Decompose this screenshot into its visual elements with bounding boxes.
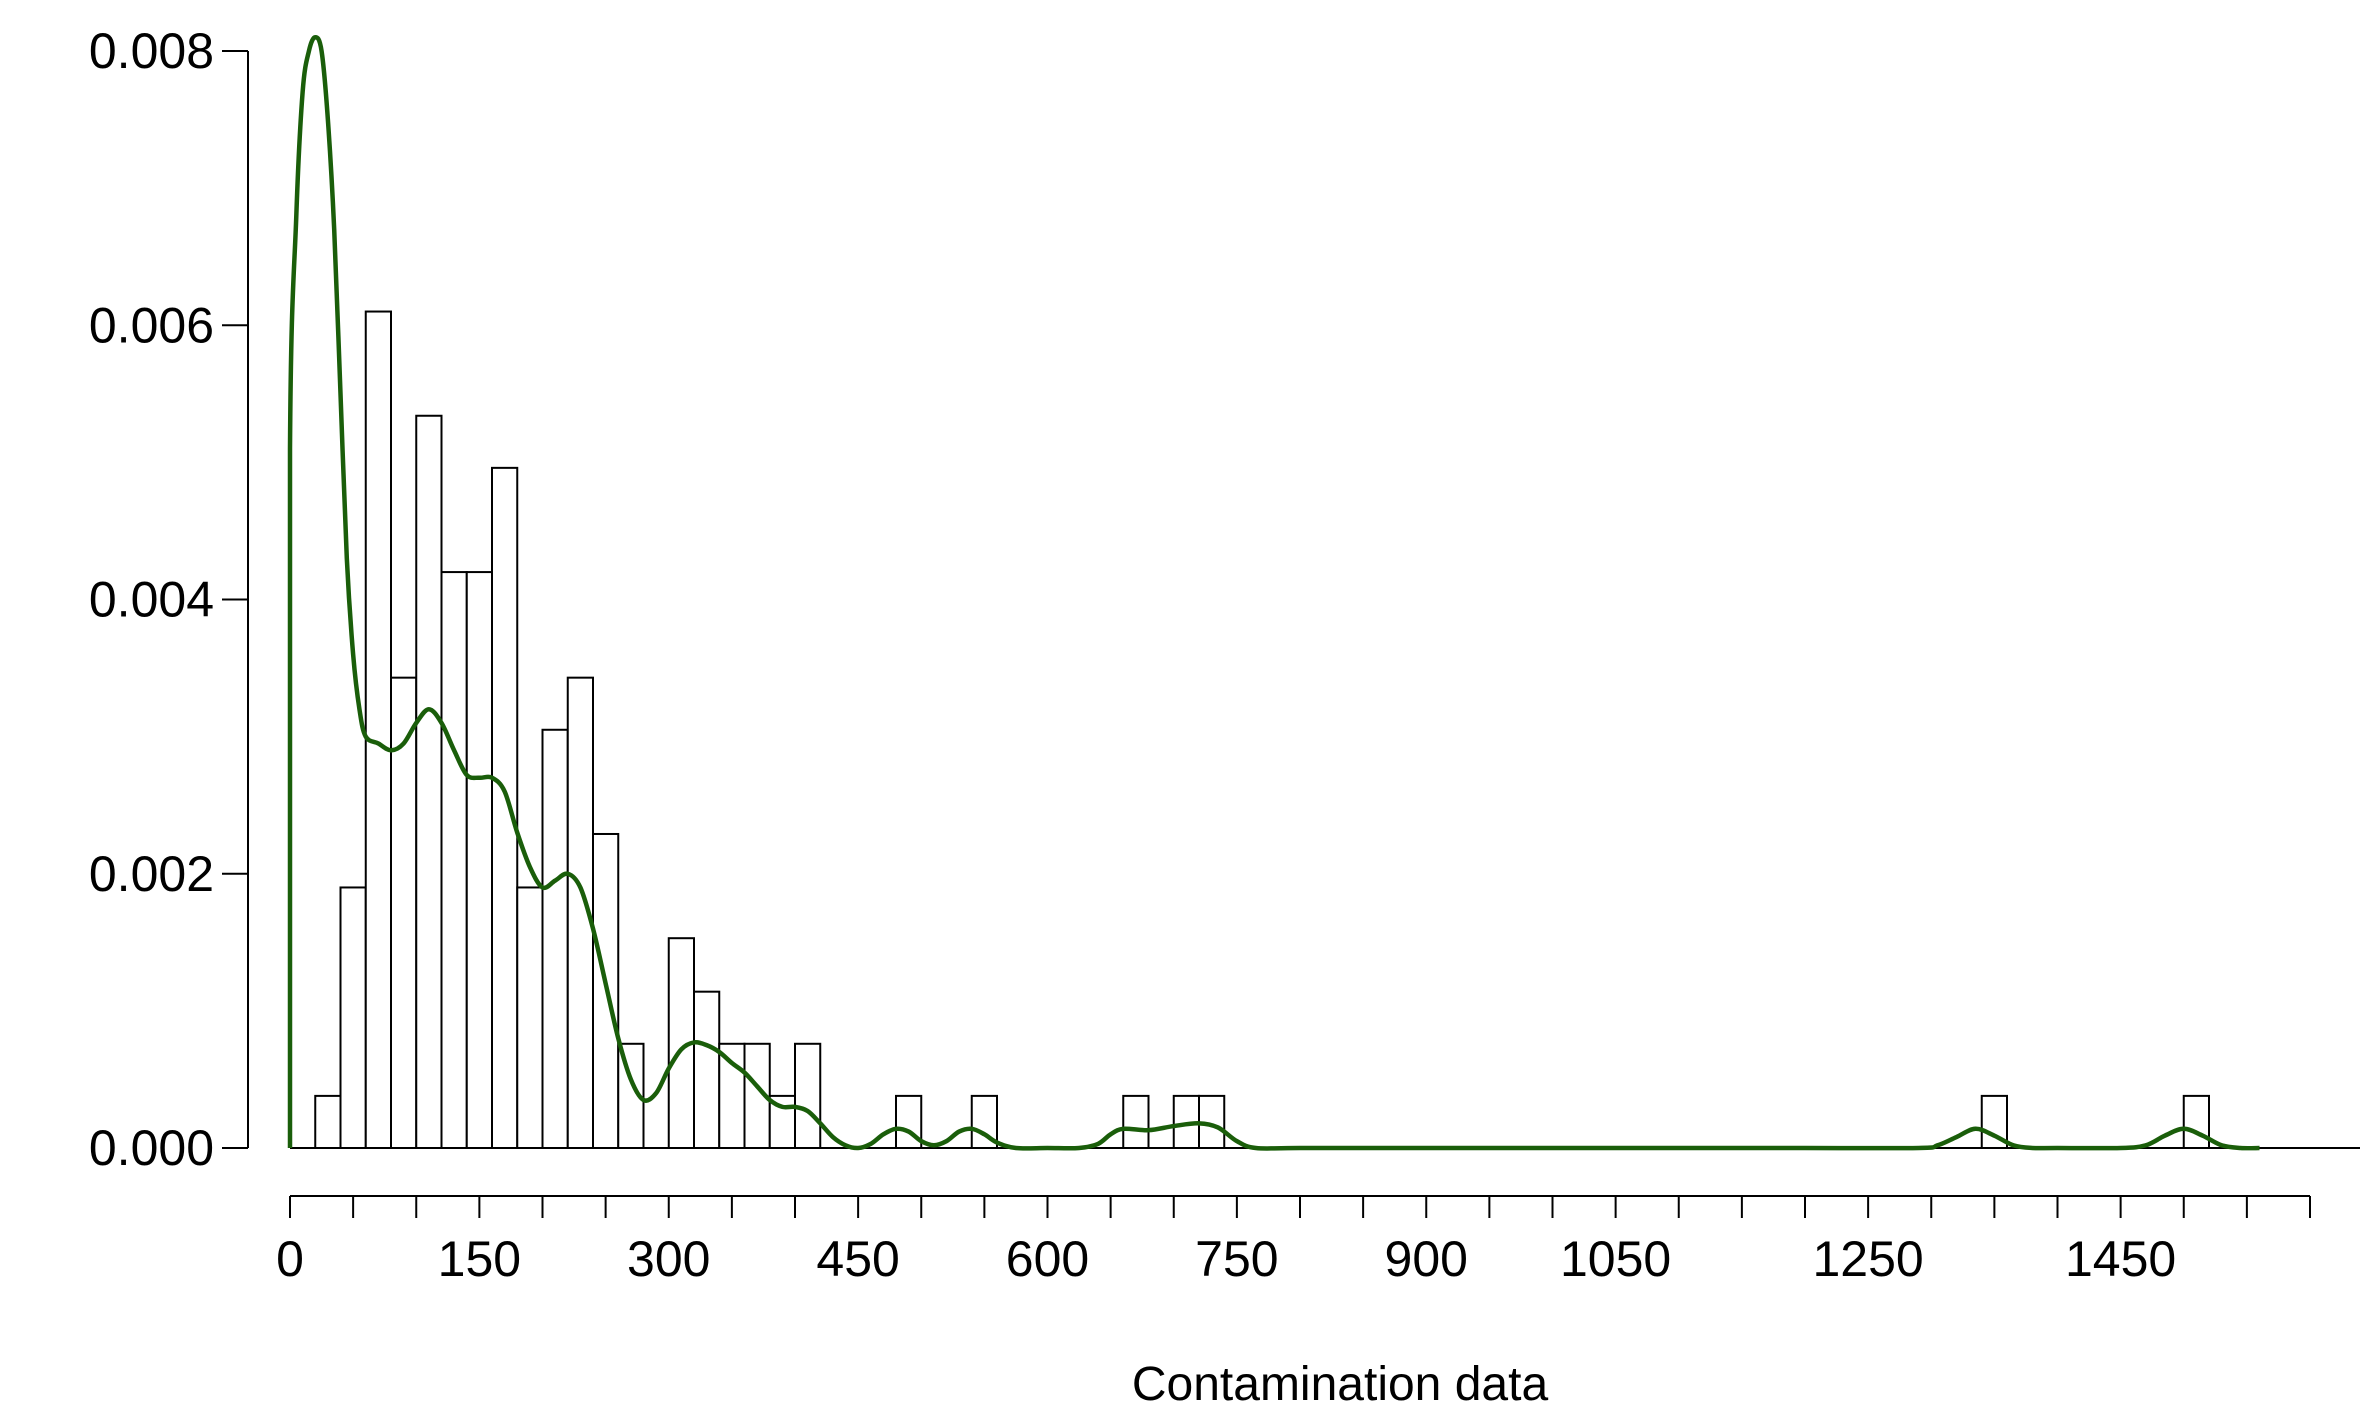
y-tick-label: 0.002 bbox=[89, 846, 214, 902]
x-tick-label: 1050 bbox=[1560, 1231, 1671, 1287]
histogram-bar bbox=[314, 1094, 342, 1149]
y-tick-label: 0.008 bbox=[89, 23, 214, 79]
histogram-bar bbox=[491, 466, 519, 1149]
density-curve bbox=[287, 35, 2260, 1151]
histogram-bar bbox=[415, 414, 443, 1149]
x-tick-label: 150 bbox=[438, 1231, 521, 1287]
x-tick-label: 450 bbox=[816, 1231, 899, 1287]
histogram-bar bbox=[465, 571, 493, 1149]
histogram-bar bbox=[440, 571, 468, 1149]
x-tick-label: 900 bbox=[1385, 1231, 1468, 1287]
y-axis: 0.000 0.002 0.004 0.006 0.008 bbox=[89, 23, 249, 1176]
y-tick-label: 0.000 bbox=[89, 1120, 214, 1176]
histogram-bar bbox=[1122, 1094, 1150, 1149]
histogram-bar bbox=[693, 990, 721, 1149]
density-curve-group bbox=[287, 35, 2260, 1151]
histogram-bar bbox=[667, 937, 695, 1149]
x-axis: 0 150 300 450 600 750 900 1050 1250 1450 bbox=[276, 1195, 2311, 1287]
histogram-bar bbox=[516, 886, 544, 1150]
x-tick-label: 1250 bbox=[1813, 1231, 1924, 1287]
x-tick-label: 1450 bbox=[2065, 1231, 2176, 1287]
histogram-bar bbox=[339, 886, 367, 1150]
y-tick-label: 0.004 bbox=[89, 572, 214, 628]
histogram-bar bbox=[364, 310, 392, 1150]
histogram-bar bbox=[718, 1042, 746, 1150]
x-tick-label: 750 bbox=[1195, 1231, 1278, 1287]
x-tick-label: 300 bbox=[627, 1231, 710, 1287]
x-tick-label: 600 bbox=[1006, 1231, 1089, 1287]
histogram-bar bbox=[794, 1042, 822, 1150]
histogram-bar bbox=[541, 728, 569, 1149]
histogram-bar bbox=[2182, 1094, 2210, 1149]
y-tick-label: 0.006 bbox=[89, 297, 214, 353]
histogram-bars bbox=[314, 310, 2210, 1150]
x-tick-label: 0 bbox=[276, 1231, 304, 1287]
x-axis-title: Contamination data bbox=[1132, 1358, 1549, 1411]
